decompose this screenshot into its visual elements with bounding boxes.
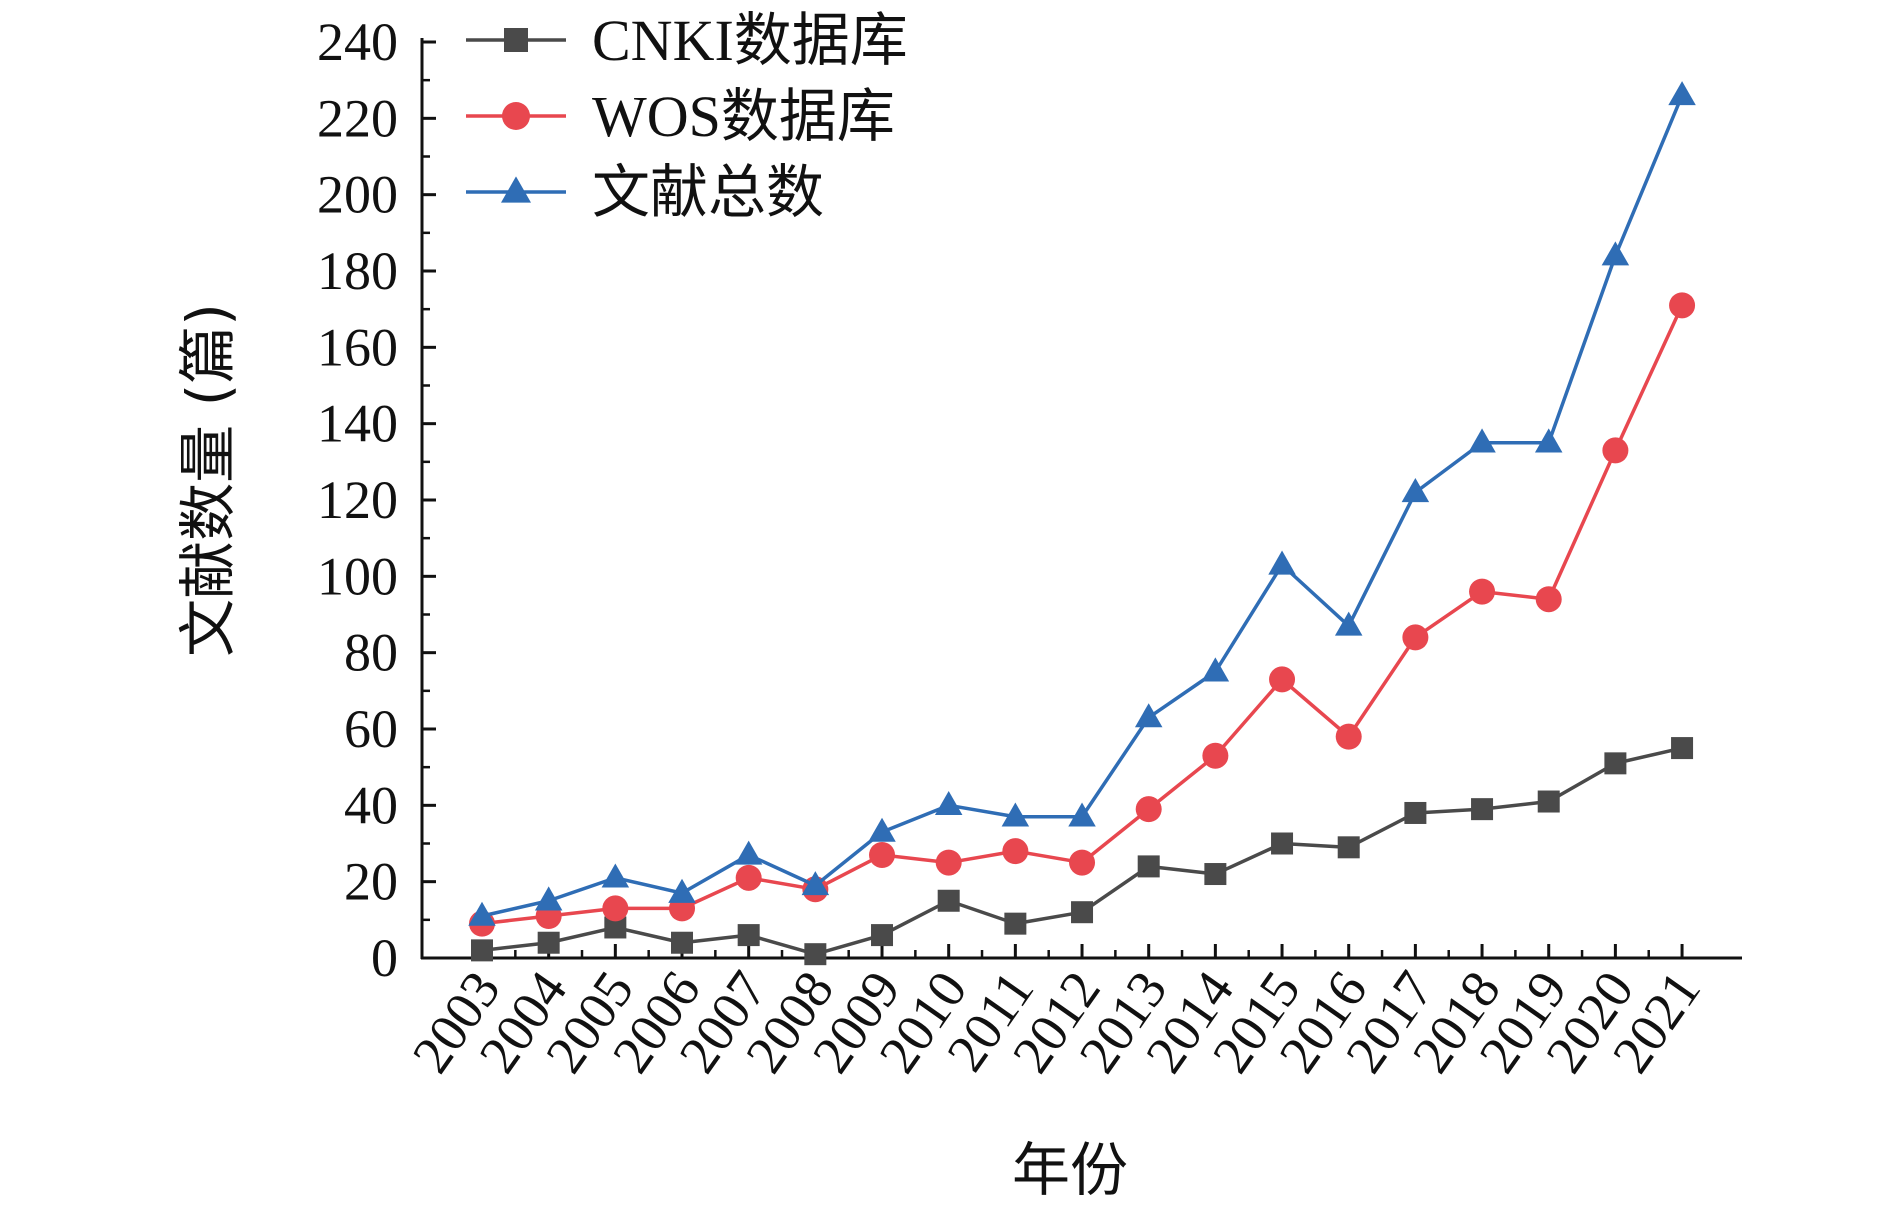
data-point bbox=[601, 863, 630, 888]
data-point bbox=[1134, 703, 1163, 728]
y-tick-label: 20 bbox=[344, 852, 398, 912]
data-point bbox=[604, 916, 627, 939]
data-point bbox=[1204, 863, 1227, 886]
data-point bbox=[1001, 802, 1030, 827]
data-point bbox=[1068, 802, 1096, 827]
data-point bbox=[1335, 723, 1362, 750]
y-tick-label: 100 bbox=[317, 546, 398, 606]
series-1 bbox=[469, 292, 1696, 937]
y-tick-label: 120 bbox=[317, 470, 398, 530]
data-point bbox=[1535, 586, 1562, 613]
y-tick-label: 80 bbox=[344, 623, 398, 683]
data-point bbox=[671, 931, 694, 954]
y-tick-label: 240 bbox=[317, 12, 398, 72]
legend-marker bbox=[502, 102, 530, 130]
y-tick-label: 140 bbox=[317, 394, 398, 454]
data-point bbox=[935, 849, 962, 876]
data-point bbox=[1668, 81, 1696, 106]
data-point bbox=[602, 895, 629, 922]
y-tick-label: 0 bbox=[371, 928, 398, 988]
y-tick-label: 160 bbox=[317, 317, 398, 377]
data-point bbox=[869, 841, 896, 868]
data-point bbox=[1137, 855, 1160, 878]
data-point bbox=[468, 901, 496, 926]
data-point bbox=[871, 924, 894, 947]
series-0 bbox=[471, 737, 1694, 966]
data-point bbox=[1671, 737, 1694, 760]
legend-item: 文献总数 bbox=[466, 160, 824, 225]
data-point bbox=[735, 864, 762, 891]
data-point bbox=[1537, 790, 1560, 813]
data-point bbox=[1404, 801, 1427, 824]
data-point bbox=[1071, 901, 1094, 924]
legend-marker bbox=[504, 28, 528, 52]
legend-marker bbox=[501, 176, 531, 203]
data-point bbox=[1534, 428, 1563, 453]
data-point bbox=[668, 878, 696, 903]
legend-label: WOS数据库 bbox=[592, 84, 895, 149]
data-point bbox=[1669, 292, 1696, 319]
data-point bbox=[1069, 849, 1096, 876]
data-point bbox=[801, 871, 830, 896]
chart-axes: 0204060801001201401601802002202402003200… bbox=[317, 12, 1742, 1083]
data-point bbox=[1601, 241, 1630, 266]
y-tick-label: 180 bbox=[317, 241, 398, 301]
data-point bbox=[1471, 798, 1494, 821]
data-point bbox=[1002, 838, 1029, 865]
data-point bbox=[471, 939, 493, 962]
data-point bbox=[868, 817, 896, 842]
data-point bbox=[1268, 550, 1296, 575]
data-point bbox=[734, 840, 763, 865]
data-point bbox=[1004, 912, 1027, 935]
legend-item: WOS数据库 bbox=[466, 84, 895, 149]
data-point bbox=[1337, 836, 1360, 859]
x-axis-title: 年份 bbox=[1012, 1136, 1128, 1204]
data-point bbox=[737, 924, 760, 947]
y-tick-label: 60 bbox=[344, 699, 398, 759]
data-point bbox=[1469, 578, 1496, 605]
data-point bbox=[1135, 796, 1162, 823]
series-line bbox=[481, 304, 1684, 926]
data-point bbox=[1201, 657, 1230, 682]
data-point bbox=[537, 931, 560, 954]
legend-label: 文献总数 bbox=[592, 160, 824, 225]
data-point bbox=[534, 886, 563, 911]
data-point bbox=[1271, 832, 1294, 855]
data-point bbox=[1468, 428, 1496, 453]
legend-item: CNKI数据库 bbox=[466, 8, 908, 73]
series-layer bbox=[468, 81, 1696, 966]
data-point bbox=[1202, 742, 1229, 769]
y-tick-label: 40 bbox=[344, 775, 398, 835]
y-tick-label: 200 bbox=[317, 165, 398, 225]
legend-label: CNKI数据库 bbox=[592, 8, 908, 73]
y-axis-title: 文献数量 (篇) bbox=[174, 303, 242, 657]
data-point bbox=[1334, 611, 1363, 636]
y-tick-label: 220 bbox=[317, 88, 398, 148]
series-2 bbox=[468, 81, 1696, 926]
data-point bbox=[804, 943, 827, 966]
data-point bbox=[1401, 478, 1430, 503]
data-point bbox=[934, 791, 963, 816]
data-point bbox=[937, 889, 960, 912]
data-point bbox=[1402, 624, 1429, 651]
data-point bbox=[1602, 437, 1629, 464]
data-point bbox=[1604, 752, 1627, 775]
data-point bbox=[1269, 666, 1296, 693]
